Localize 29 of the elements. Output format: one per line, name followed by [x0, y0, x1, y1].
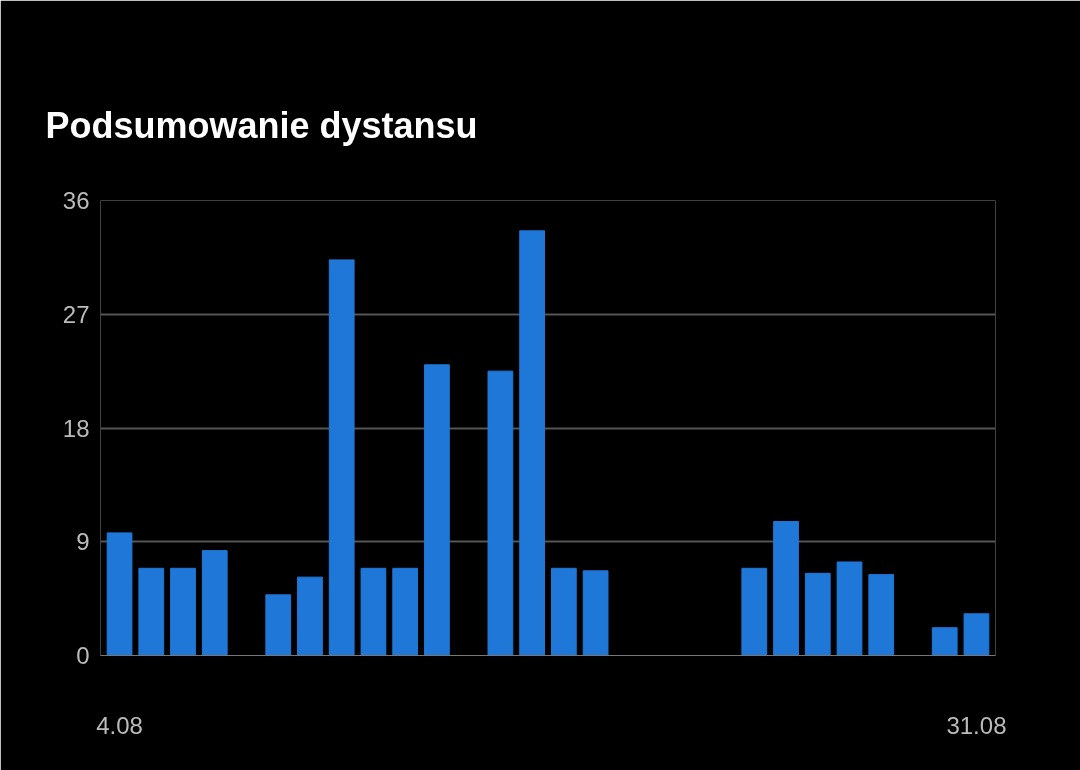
- bar: [931, 627, 958, 656]
- bar: [550, 567, 577, 656]
- bar: [360, 567, 387, 656]
- bar: [741, 567, 768, 656]
- bar: [963, 613, 990, 656]
- bar: [582, 570, 609, 656]
- y-tick-label: 27: [62, 300, 90, 328]
- bar: [487, 370, 514, 656]
- y-tick-label: 9: [76, 528, 90, 556]
- bar: [265, 594, 292, 656]
- y-tick-label: 18: [62, 414, 90, 442]
- y-tick-label: 0: [76, 642, 90, 669]
- x-tick-label: 4.08: [96, 711, 143, 739]
- bar: [836, 561, 863, 656]
- bar: [424, 364, 450, 656]
- bar: [138, 567, 165, 656]
- bar: [868, 574, 895, 656]
- x-tick-label: 31.08: [946, 711, 1007, 739]
- bar: [201, 550, 228, 656]
- bar: [106, 532, 133, 656]
- chart-title: Podsumowanie dystansu: [45, 104, 478, 146]
- bar: [328, 259, 355, 656]
- bar: [170, 567, 196, 656]
- bar: [773, 521, 799, 656]
- y-tick-label: 36: [62, 187, 90, 214]
- bar: [804, 572, 831, 656]
- bar: [297, 576, 323, 656]
- bar: [519, 230, 546, 656]
- bar: [392, 567, 419, 656]
